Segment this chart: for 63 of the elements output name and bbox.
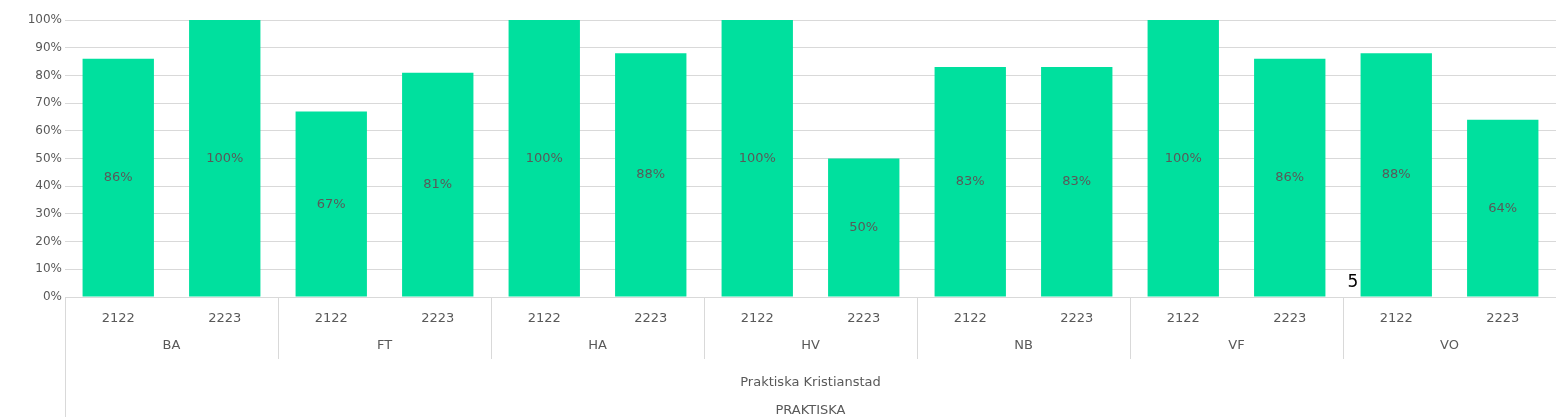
x-tick-label: 2223 <box>1273 310 1307 326</box>
text: HA <box>588 337 607 353</box>
x-tick-label: 2122 <box>1166 310 1200 326</box>
bar <box>721 20 793 297</box>
text: VF <box>1228 337 1245 353</box>
data-label: 88% <box>1381 166 1411 182</box>
y-tick-label: 40% <box>35 178 62 193</box>
y-tick-label: 60% <box>35 122 62 137</box>
x-tick-label: 2122 <box>101 310 135 326</box>
data-label: 67% <box>316 195 346 211</box>
y-tick-label: 70% <box>35 95 62 110</box>
x-tick-label: 2223 <box>421 310 455 326</box>
data-label: 88% <box>636 166 666 182</box>
data-label: 64% <box>1488 199 1518 215</box>
text: PRAKTISKA <box>775 402 846 417</box>
data-label: 100% <box>206 149 244 165</box>
y-tick-label: 100% <box>27 12 62 27</box>
x-tick-label: 2122 <box>314 310 348 326</box>
text: NB <box>1014 337 1033 353</box>
bar <box>402 72 474 297</box>
y-tick-label: 90% <box>35 39 62 54</box>
x-tick-label: 2122 <box>1379 310 1413 326</box>
bar <box>615 53 687 297</box>
bar <box>295 111 367 297</box>
x-tick-label: 2223 <box>1486 310 1520 326</box>
bar <box>1147 20 1219 297</box>
data-label: 50% <box>849 219 879 235</box>
data-label: 83% <box>955 173 985 189</box>
text: Praktiska Kristianstad <box>740 374 881 390</box>
text: BA <box>162 337 181 353</box>
y-tick-label: 0% <box>42 289 62 304</box>
bar <box>82 58 154 297</box>
y-tick-label: 80% <box>35 67 62 82</box>
bar <box>828 158 900 297</box>
bar <box>1360 53 1432 297</box>
x-tick-label: 2223 <box>634 310 668 326</box>
data-label: 83% <box>1062 173 1092 189</box>
text: VO <box>1440 337 1459 353</box>
text: FT <box>376 337 393 353</box>
y-tick-label: 30% <box>35 206 62 221</box>
bar <box>934 67 1006 297</box>
data-label: 100% <box>525 149 563 165</box>
y-tick-label: 10% <box>35 261 62 276</box>
data-label: 100% <box>738 149 776 165</box>
annotation: 5 <box>1347 271 1359 292</box>
bar <box>189 20 261 297</box>
bar <box>1041 67 1113 297</box>
bar <box>508 20 580 297</box>
bar <box>1254 58 1326 297</box>
x-tick-label: 2122 <box>953 310 987 326</box>
bar <box>1467 119 1539 297</box>
data-label: 81% <box>423 176 453 192</box>
x-tick-label: 2122 <box>527 310 561 326</box>
data-label: 86% <box>103 169 133 185</box>
x-tick-label: 2223 <box>847 310 881 326</box>
text: HV <box>801 337 820 353</box>
y-tick-label: 50% <box>35 150 62 165</box>
data-label: 100% <box>1164 149 1202 165</box>
data-label: 86% <box>1275 169 1305 185</box>
y-tick-label: 20% <box>35 233 62 248</box>
x-tick-label: 2223 <box>1060 310 1094 326</box>
x-tick-label: 2122 <box>740 310 774 326</box>
x-tick-label: 2223 <box>208 310 242 326</box>
